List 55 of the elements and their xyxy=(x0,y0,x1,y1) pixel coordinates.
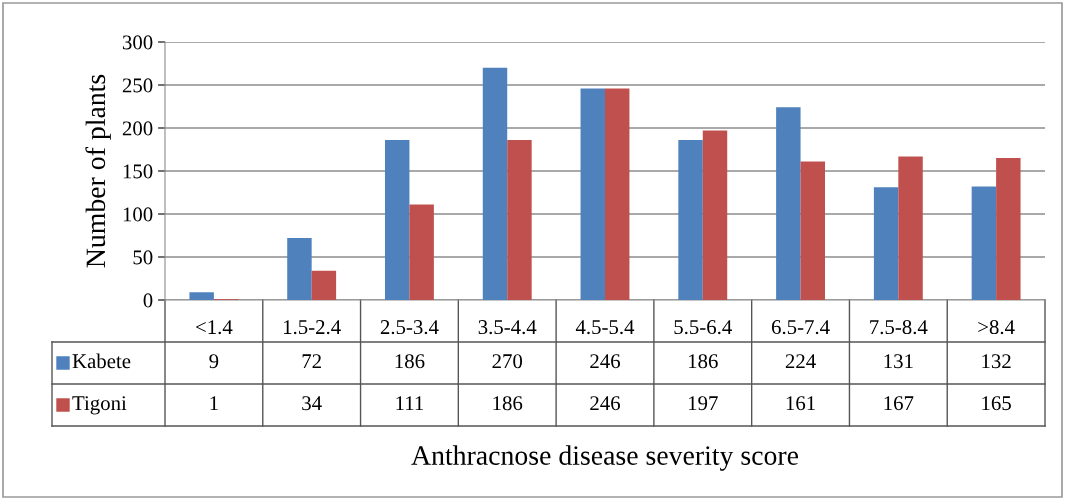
bar xyxy=(385,140,410,300)
y-tick-label: 0 xyxy=(143,293,153,308)
bar xyxy=(702,130,728,300)
x-tick-label: 4.5-5.4 xyxy=(575,320,635,335)
x-tick-label: >8.4 xyxy=(978,320,1015,335)
bar xyxy=(971,186,997,300)
bar xyxy=(678,140,703,300)
x-tick-label: 3.5-4.4 xyxy=(478,320,537,335)
legend-label: Tigoni xyxy=(72,396,127,415)
x-tick-label: 7.5-8.4 xyxy=(870,320,928,335)
bar xyxy=(898,156,923,300)
y-tick-label: 300 xyxy=(122,35,153,50)
bar xyxy=(482,67,508,300)
bar xyxy=(580,88,605,300)
data-label: 270 xyxy=(492,354,523,369)
y-tick-label: 250 xyxy=(122,78,153,93)
data-label: 1 xyxy=(210,396,218,411)
bar xyxy=(605,88,630,300)
y-tick-label: 100 xyxy=(123,207,153,222)
legend-label: Kabete xyxy=(72,353,131,369)
x-tick-label: 2.5-3.4 xyxy=(380,320,439,335)
bar xyxy=(996,158,1021,300)
bar xyxy=(409,204,434,300)
y-axis-title: Number of plants xyxy=(85,74,111,268)
y-tick-label: 200 xyxy=(122,121,153,136)
data-label: 197 xyxy=(688,396,718,411)
bar xyxy=(311,270,337,300)
data-label: 34 xyxy=(302,396,322,411)
bar xyxy=(873,187,899,300)
x-tick-label: 6.5-7.4 xyxy=(771,320,830,335)
y-tick-label: 150 xyxy=(123,164,153,179)
data-label: 165 xyxy=(982,396,1011,411)
bar xyxy=(287,238,312,300)
bar xyxy=(776,107,801,300)
y-tick-label: 50 xyxy=(133,250,153,265)
data-label: 72 xyxy=(302,354,321,369)
data-label: 111 xyxy=(396,396,424,411)
data-label: 246 xyxy=(590,354,620,369)
data-label: 246 xyxy=(590,396,620,411)
x-tick-label: 5.5-6.4 xyxy=(674,320,732,335)
bar xyxy=(507,140,532,300)
data-label: 161 xyxy=(786,396,815,411)
data-label: 132 xyxy=(982,354,1011,369)
x-axis-title: Anthracnose disease severity score xyxy=(411,445,799,471)
data-label: 224 xyxy=(785,354,816,369)
data-label: 9 xyxy=(209,354,219,369)
x-tick-label: 1.5-2.4 xyxy=(283,320,341,335)
data-label: 186 xyxy=(395,354,425,369)
x-tick-label: <1.4 xyxy=(196,320,233,335)
bar xyxy=(800,161,825,300)
data-label: 131 xyxy=(884,354,913,369)
bar xyxy=(189,292,214,300)
data-label: 186 xyxy=(688,354,718,369)
data-label: 186 xyxy=(493,396,523,411)
data-label: 167 xyxy=(884,396,914,411)
